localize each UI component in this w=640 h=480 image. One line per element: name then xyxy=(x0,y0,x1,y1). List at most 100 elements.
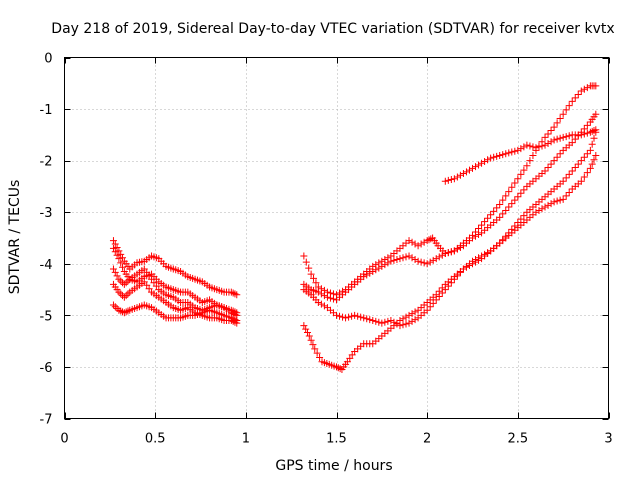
data-point xyxy=(544,139,552,147)
data-point xyxy=(229,289,237,297)
data-point xyxy=(399,254,407,262)
data-point xyxy=(517,215,525,223)
data-point xyxy=(375,264,383,272)
data-point xyxy=(372,317,380,325)
data-point xyxy=(369,317,377,325)
y-axis-label: SDTVAR / TECUs xyxy=(7,180,23,295)
x-tick-label: 2.5 xyxy=(507,432,528,447)
data-point xyxy=(565,188,573,196)
data-point xyxy=(113,251,121,259)
y-tick-label: -3 xyxy=(40,206,53,221)
data-point xyxy=(378,262,386,270)
data-point xyxy=(586,146,594,154)
y-tick-label: -2 xyxy=(40,155,53,170)
data-point xyxy=(117,250,125,258)
data-point xyxy=(408,254,416,262)
data-point xyxy=(417,240,425,248)
x-tick-label: 3 xyxy=(604,432,612,447)
data-point xyxy=(384,259,392,267)
data-point xyxy=(309,341,317,349)
data-point xyxy=(565,132,573,140)
data-point xyxy=(577,87,585,95)
data-point xyxy=(547,138,555,146)
data-point xyxy=(590,127,598,135)
data-point xyxy=(475,231,483,239)
data-point xyxy=(429,256,437,264)
data-point xyxy=(317,300,325,308)
data-point xyxy=(511,179,519,187)
data-point xyxy=(414,242,422,250)
data-point xyxy=(556,115,564,123)
data-point xyxy=(535,206,543,214)
data-point xyxy=(459,170,467,178)
y-tick-label: -6 xyxy=(40,361,53,376)
data-point xyxy=(574,90,582,98)
data-point xyxy=(307,270,315,278)
data-point xyxy=(115,306,123,314)
data-point xyxy=(544,201,552,209)
data-point xyxy=(499,151,507,159)
data-point xyxy=(556,134,564,142)
data-point xyxy=(514,193,522,201)
data-point xyxy=(438,284,446,292)
data-point xyxy=(453,245,461,253)
data-point xyxy=(381,318,389,326)
data-point xyxy=(502,206,510,214)
data-point xyxy=(432,291,440,299)
data-point xyxy=(475,161,483,169)
data-point xyxy=(450,247,458,255)
data-point xyxy=(111,268,119,276)
data-point xyxy=(550,123,558,131)
data-point xyxy=(336,365,344,373)
data-point xyxy=(465,166,473,174)
data-point xyxy=(372,266,380,274)
data-point xyxy=(117,290,125,298)
data-point xyxy=(339,313,347,321)
data-point xyxy=(423,260,431,268)
data-point xyxy=(117,307,125,315)
data-point xyxy=(302,325,310,333)
data-point xyxy=(505,149,513,157)
data-point xyxy=(336,312,344,320)
data-point xyxy=(475,225,483,233)
data-point xyxy=(469,260,476,268)
data-point xyxy=(426,258,434,266)
y-tick-label: -7 xyxy=(40,413,53,428)
x-tick-label: 1 xyxy=(242,432,250,447)
data-point xyxy=(124,277,132,285)
data-point xyxy=(523,162,531,170)
data-point xyxy=(562,106,570,114)
x-axis-label: GPS time / hours xyxy=(275,458,392,474)
y-tick-labels: 0 -1 -2 -3 -4 -5 -6 -7 xyxy=(40,52,53,428)
data-point xyxy=(453,173,461,181)
data-point xyxy=(517,189,525,197)
data-point xyxy=(487,154,495,162)
data-point xyxy=(520,186,528,194)
data-point xyxy=(529,143,537,151)
data-point xyxy=(313,349,321,357)
data-point xyxy=(429,299,437,307)
x-tick-labels: 0 0.5 1 1.5 2 2.5 3 xyxy=(60,432,612,447)
data-point xyxy=(227,314,235,322)
x-tick-label: 0 xyxy=(60,432,68,447)
data-point xyxy=(444,176,452,184)
y-tick-label: -5 xyxy=(40,309,53,324)
data-point xyxy=(577,177,585,185)
data-point xyxy=(481,158,489,166)
data-point xyxy=(402,320,410,328)
data-point xyxy=(493,204,501,212)
data-point xyxy=(505,188,513,196)
data-point xyxy=(312,279,320,287)
data-point xyxy=(387,257,395,265)
data-point xyxy=(478,221,486,229)
data-point xyxy=(484,156,492,164)
data-point xyxy=(544,130,552,138)
data-point xyxy=(456,171,464,179)
data-point xyxy=(568,139,576,147)
data-point xyxy=(320,292,328,300)
data-point xyxy=(447,248,455,256)
data-point xyxy=(496,200,504,208)
data-point xyxy=(441,177,449,185)
data-point xyxy=(109,301,117,309)
data-point xyxy=(553,153,561,161)
